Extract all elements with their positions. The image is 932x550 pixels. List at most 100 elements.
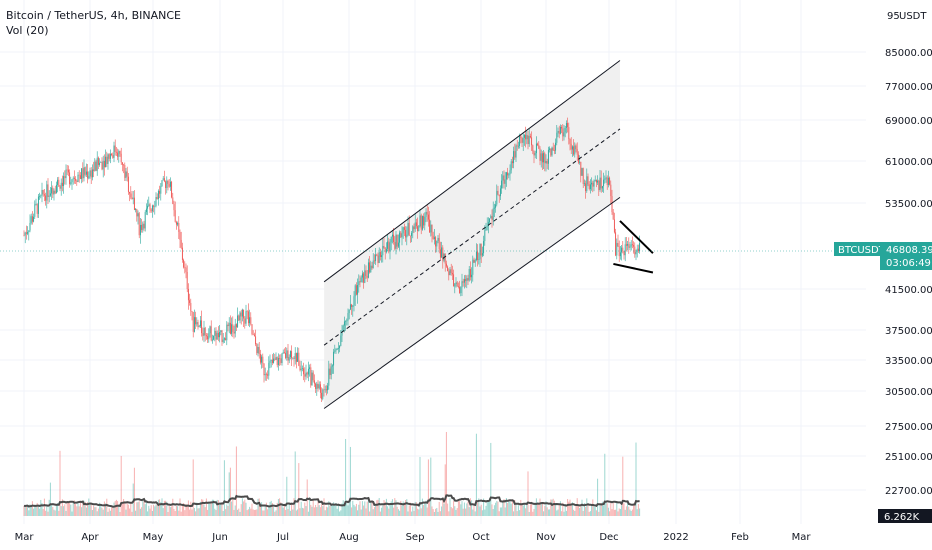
volume-bar [231, 501, 233, 516]
time-tick-label: Mar [15, 532, 35, 543]
candle-body [382, 245, 384, 256]
volume-bar [529, 504, 531, 516]
triangle-lower-line[interactable] [613, 262, 654, 274]
channel-upper-line[interactable] [323, 60, 621, 283]
candle-body [448, 271, 450, 276]
candle-body [268, 362, 270, 376]
volume-bar [185, 504, 187, 516]
candle-body [327, 385, 329, 391]
candle-body [598, 180, 600, 190]
volume-indicator-title[interactable]: Vol (20) [6, 24, 49, 37]
last-price-value: 46808.39 [886, 245, 932, 256]
volume-bar [412, 506, 414, 516]
candle-body [611, 196, 613, 213]
volume-bar [414, 501, 416, 516]
volume-bar [131, 511, 133, 516]
candle-body [372, 260, 374, 269]
candle-body [178, 223, 180, 232]
time-tick-label: Feb [731, 532, 749, 543]
volume-bar [438, 501, 440, 516]
volume-bar [298, 463, 300, 516]
volume-bar [30, 505, 32, 516]
time-scale[interactable] [0, 524, 932, 550]
candle-body [286, 350, 288, 359]
candle-body [31, 216, 33, 222]
candle-body [525, 134, 527, 140]
volume-bar [287, 509, 289, 516]
volume-bar [618, 508, 620, 516]
volume-bar [477, 502, 479, 516]
candle-body [23, 235, 25, 236]
volume-bar [328, 501, 330, 516]
volume-bar [525, 508, 527, 516]
candle-body [389, 242, 391, 252]
volume-bar [516, 511, 518, 516]
time-tick-label: Nov [536, 532, 556, 543]
volume-bar [180, 511, 182, 516]
volume-bar [581, 499, 583, 516]
candle-body [255, 336, 257, 345]
candle-body [439, 249, 441, 258]
candle-body [58, 179, 60, 187]
candles [23, 117, 641, 402]
volume-bar [570, 503, 572, 516]
volume-bar [262, 510, 264, 516]
volume-bar [233, 509, 235, 516]
volume-bar [147, 511, 149, 516]
volume-bar [543, 511, 545, 516]
candle-body [47, 184, 49, 197]
channel-mid-line[interactable] [323, 128, 621, 346]
volume-bar [39, 508, 41, 516]
volume-bar [210, 502, 212, 516]
candle-body [577, 154, 579, 163]
volume-bar [64, 504, 66, 516]
candle-body [373, 260, 375, 262]
candle-body [473, 259, 475, 263]
volume-bar [41, 503, 43, 516]
volume-bar [575, 504, 577, 516]
candle-body [379, 252, 381, 257]
volume-bar [400, 500, 402, 516]
candle-body [589, 184, 591, 190]
candle-body [376, 254, 378, 256]
candle-body [73, 177, 75, 179]
symbol-title[interactable]: Bitcoin / TetherUS, 4h, BINANCE [6, 9, 182, 22]
candle-body [340, 335, 342, 347]
volume-bar [93, 505, 95, 516]
time-tick-label: 2022 [663, 532, 688, 543]
candle-body [123, 164, 125, 166]
candle-body [275, 357, 277, 360]
volume-bar [264, 504, 266, 516]
chart-header: Bitcoin / TetherUS, 4h, BINANCE Vol (20) [6, 8, 181, 38]
volume-bar [117, 501, 119, 516]
candle-body [399, 232, 401, 243]
candle-body [39, 196, 41, 197]
triangle-upper-line[interactable] [619, 220, 654, 254]
channel-lower-line[interactable] [323, 196, 621, 409]
volume-bar [106, 498, 108, 516]
candle-body [529, 136, 531, 138]
volume-bar [619, 508, 621, 516]
volume-bar [256, 509, 258, 516]
candle-body [455, 282, 457, 284]
candle-body [277, 358, 279, 366]
candle-body [341, 330, 343, 336]
volume-bar [553, 500, 555, 516]
volume-bar [49, 482, 51, 516]
candle-body [295, 353, 297, 362]
volume-bar [442, 498, 444, 516]
candle-body [305, 372, 307, 377]
volume-bar [113, 502, 115, 516]
volume-bar [459, 501, 461, 516]
candle-body [519, 135, 521, 146]
volume-bar [592, 499, 594, 516]
volume-bar [253, 509, 255, 516]
candle-body [138, 213, 140, 236]
candle-body [561, 126, 563, 129]
candle-body [613, 219, 615, 233]
candle-body [25, 232, 27, 234]
candle-body [615, 232, 617, 256]
candle-body [94, 161, 96, 171]
candle-body [597, 180, 599, 183]
